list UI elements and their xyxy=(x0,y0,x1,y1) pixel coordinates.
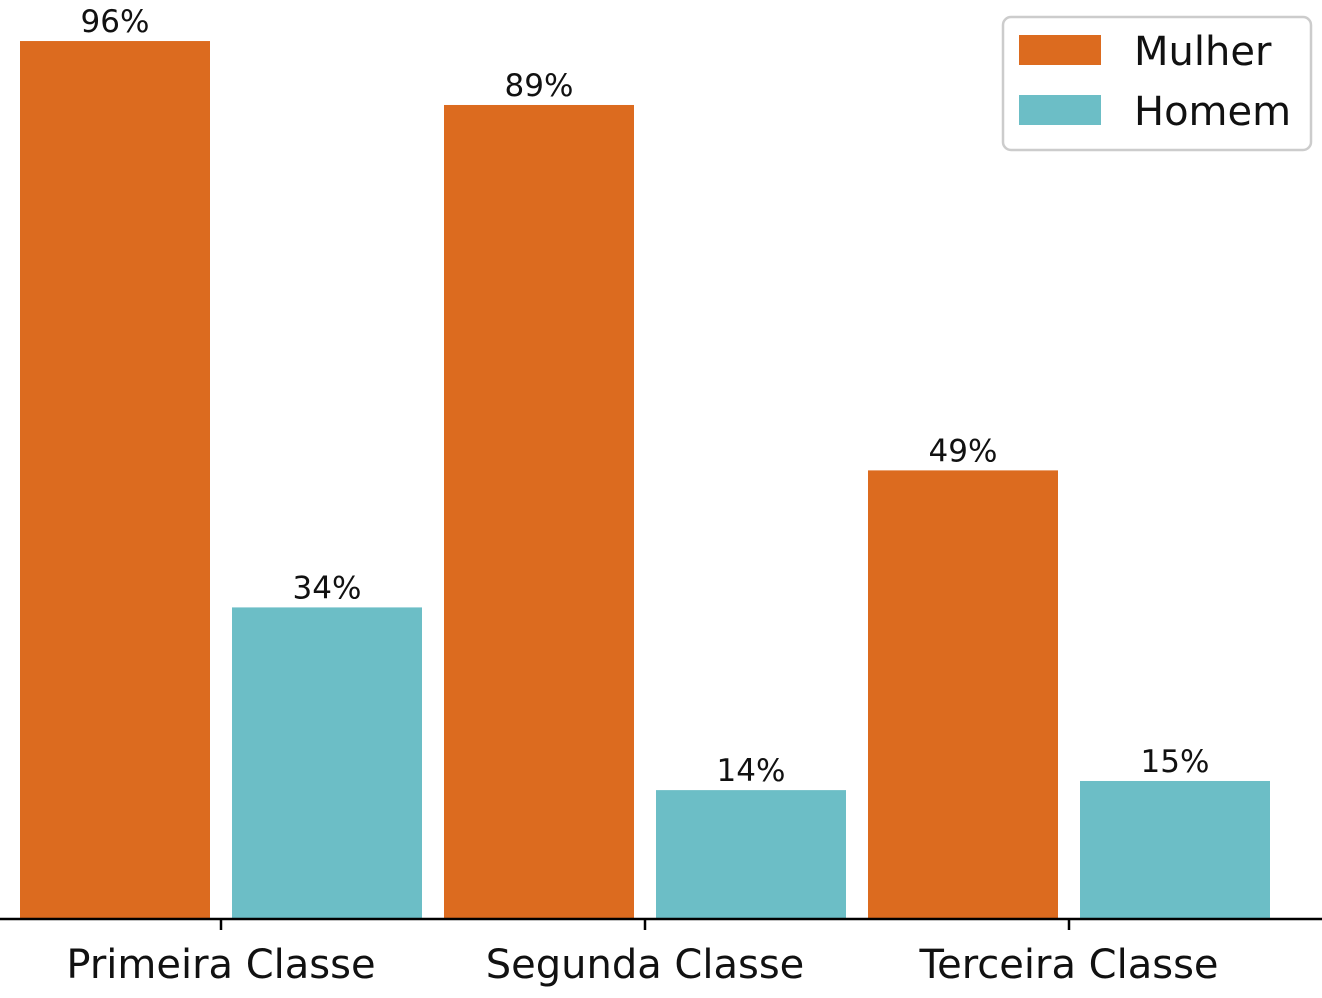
bar-homem-3 xyxy=(1080,780,1270,918)
data-label-mulher-2: 89% xyxy=(505,68,574,104)
data-label-homem-3: 15% xyxy=(1141,744,1210,780)
x-tick-label-3: Terceira Classe xyxy=(918,942,1218,988)
bar-mulher-3 xyxy=(868,470,1058,918)
bar-homem-1 xyxy=(232,607,422,918)
bars-layer xyxy=(20,41,1270,919)
x-axis: Primeira Classe Segunda Classe Terceira Cl… xyxy=(0,917,1322,988)
data-labels-layer: 96% 34% 89% 14% 49% 15% xyxy=(81,4,1210,789)
bar-homem-2 xyxy=(656,790,846,918)
data-label-homem-2: 14% xyxy=(717,753,786,789)
bar-mulher-2 xyxy=(444,104,634,919)
legend-label-homem: Homem xyxy=(1134,89,1291,135)
legend: Mulher Homem xyxy=(1001,15,1313,152)
data-label-homem-1: 34% xyxy=(293,570,362,606)
data-label-mulher-1: 96% xyxy=(81,4,150,40)
legend-swatch-mulher xyxy=(1019,35,1101,65)
x-tick-label-1: Primeira Classe xyxy=(66,942,375,988)
legend-label-mulher: Mulher xyxy=(1134,29,1272,75)
data-label-mulher-3: 49% xyxy=(929,433,998,469)
x-tick-label-2: Segunda Classe xyxy=(486,942,805,988)
bar-mulher-1 xyxy=(20,41,210,919)
legend-swatch-homem xyxy=(1019,95,1101,125)
